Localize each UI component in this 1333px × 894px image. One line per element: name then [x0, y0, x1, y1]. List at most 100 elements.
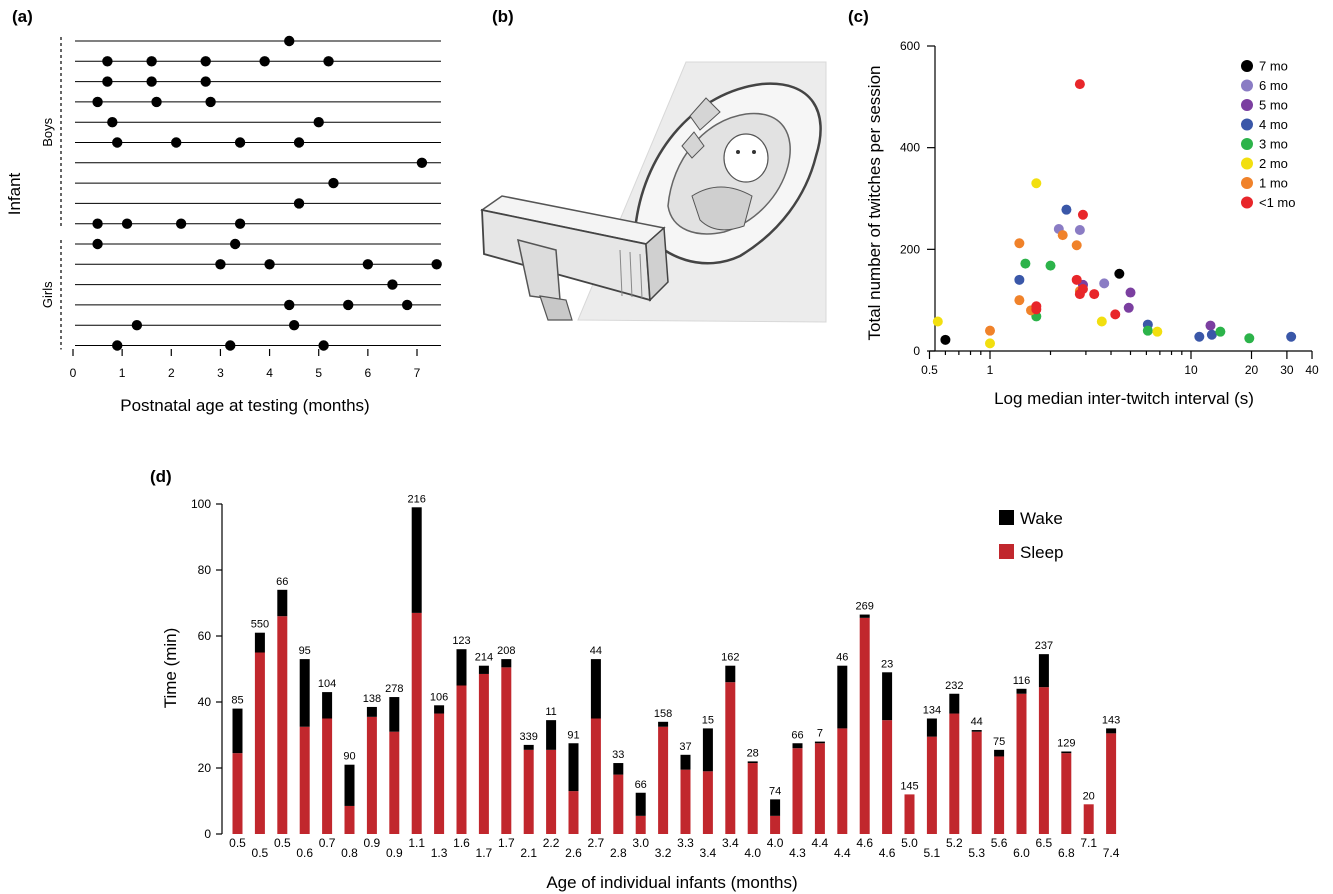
x-tick-label: 2.1	[520, 846, 537, 860]
x-tick-label: 0.5	[921, 363, 938, 377]
panel-d-bars: 85 0.5 550 0.5 66 0.5 95 0.6 104 0.7 90 0.8 138 0.9 27…	[229, 493, 1120, 860]
scatter-point	[1205, 320, 1216, 331]
legend-swatch	[999, 510, 1014, 525]
sleep-bar	[904, 794, 915, 834]
scatter-point	[1020, 258, 1031, 269]
legend-swatch	[1241, 177, 1253, 189]
bar-value-label: 106	[430, 691, 448, 703]
sleep-bar	[254, 652, 265, 834]
panel-c-x-axis-title: Log median inter-twitch interval (s)	[994, 389, 1254, 408]
x-tick-label: 30	[1280, 363, 1294, 377]
legend-swatch	[1241, 99, 1253, 111]
x-tick-label: 6.0	[1013, 846, 1030, 860]
age-dot	[92, 218, 103, 229]
scatter-point	[1114, 268, 1125, 279]
wake-bar	[1016, 688, 1027, 694]
scatter-point	[1215, 326, 1226, 337]
legend-swatch	[1241, 138, 1253, 150]
x-tick-label: 1	[987, 363, 994, 377]
sleep-bar	[635, 815, 646, 834]
age-dot	[362, 259, 374, 270]
scatter-point	[1244, 333, 1255, 344]
scatter-point	[1142, 325, 1153, 336]
scatter-point	[1123, 302, 1134, 313]
age-dot	[318, 340, 329, 351]
x-tick-label: 1	[119, 366, 126, 380]
y-tick-label: 0	[913, 344, 920, 358]
x-tick-label: 40	[1305, 363, 1319, 377]
sleep-bar	[859, 617, 870, 834]
sleep-bar	[770, 815, 781, 834]
x-tick-label: 7.4	[1103, 846, 1120, 860]
y-tick-label: 200	[900, 242, 920, 256]
scatter-point	[1071, 240, 1082, 251]
sleep-bar	[949, 713, 960, 834]
age-dot	[200, 76, 211, 87]
x-tick-label: 4.6	[856, 836, 873, 850]
x-tick-label: 7.1	[1080, 836, 1097, 850]
wake-bar	[1106, 728, 1117, 734]
wake-bar	[702, 728, 713, 772]
legend-label: Sleep	[1020, 543, 1063, 562]
age-dot	[146, 56, 157, 67]
bar-value-label: 28	[747, 747, 759, 759]
panel-b-letter: (b)	[492, 7, 514, 26]
bar-value-label: 278	[385, 683, 403, 695]
scatter-point	[1074, 79, 1085, 90]
bar-value-label: 7	[817, 728, 823, 740]
age-dot	[401, 299, 413, 311]
bar-value-label: 23	[881, 658, 893, 670]
scatter-point	[1099, 278, 1110, 289]
sleep-bar	[434, 713, 445, 834]
group-label: Girls	[40, 281, 55, 308]
sleep-bar	[411, 612, 422, 834]
x-tick-label: 0.5	[229, 836, 246, 850]
scatter-point	[1194, 331, 1205, 342]
legend-swatch	[999, 544, 1014, 559]
bar-value-label: 158	[654, 708, 672, 720]
scatter-point	[1110, 309, 1121, 320]
legend-swatch	[1241, 79, 1253, 92]
x-tick-label: 2.8	[610, 846, 627, 860]
bar-value-label: 33	[612, 749, 624, 761]
wake-bar	[770, 799, 781, 816]
sleep-bar	[322, 718, 333, 834]
y-tick-label: 80	[198, 563, 212, 577]
bar-value-label: 339	[520, 731, 538, 743]
panel-a-x-axis-title: Postnatal age at testing (months)	[120, 396, 369, 415]
panel-c-scatter-plot: 0 200 400 600 0.5 1 10 20 30 40 7 mo 6 mo 5 mo 4 mo 3…	[865, 39, 1319, 408]
panel-a-letter: (a)	[12, 7, 33, 26]
bar-value-label: 20	[1083, 790, 1095, 802]
legend-swatch	[1241, 196, 1253, 209]
age-dot	[293, 137, 305, 148]
x-tick-label: 4.4	[834, 846, 851, 860]
sex-group-brackets: Boys Girls	[40, 37, 62, 350]
sleep-bar	[1016, 693, 1027, 834]
sleep-bar	[971, 731, 982, 834]
panel-d-y-axis-title: Time (min)	[161, 628, 180, 709]
wake-bar	[725, 665, 736, 683]
bar-value-label: 143	[1102, 714, 1120, 726]
sleep-bar	[523, 749, 534, 834]
bar-value-label: 11	[545, 706, 556, 718]
age-dot	[200, 56, 211, 67]
age-dot	[146, 76, 157, 87]
age-dot	[225, 340, 236, 351]
x-tick-label: 2.2	[543, 836, 560, 850]
wake-bar	[613, 763, 624, 775]
sleep-bar	[814, 743, 825, 834]
x-tick-label: 4.3	[789, 846, 806, 860]
panel-c-letter: (c)	[848, 7, 869, 26]
bar-value-label: 145	[900, 780, 918, 792]
panel-c-y-axis-title: Total number of twitches per session	[865, 66, 884, 341]
wake-bar	[456, 649, 467, 686]
bar-value-label: 237	[1035, 640, 1053, 652]
wake-bar	[1061, 751, 1072, 754]
panel-a-y-axis-title: Infant	[5, 172, 24, 215]
wake-bar	[792, 743, 803, 749]
age-dot	[284, 35, 295, 47]
bar-value-label: 44	[590, 645, 602, 657]
x-tick-label: 5.6	[991, 836, 1008, 850]
sleep-bar	[590, 718, 601, 834]
age-dot	[92, 96, 103, 108]
